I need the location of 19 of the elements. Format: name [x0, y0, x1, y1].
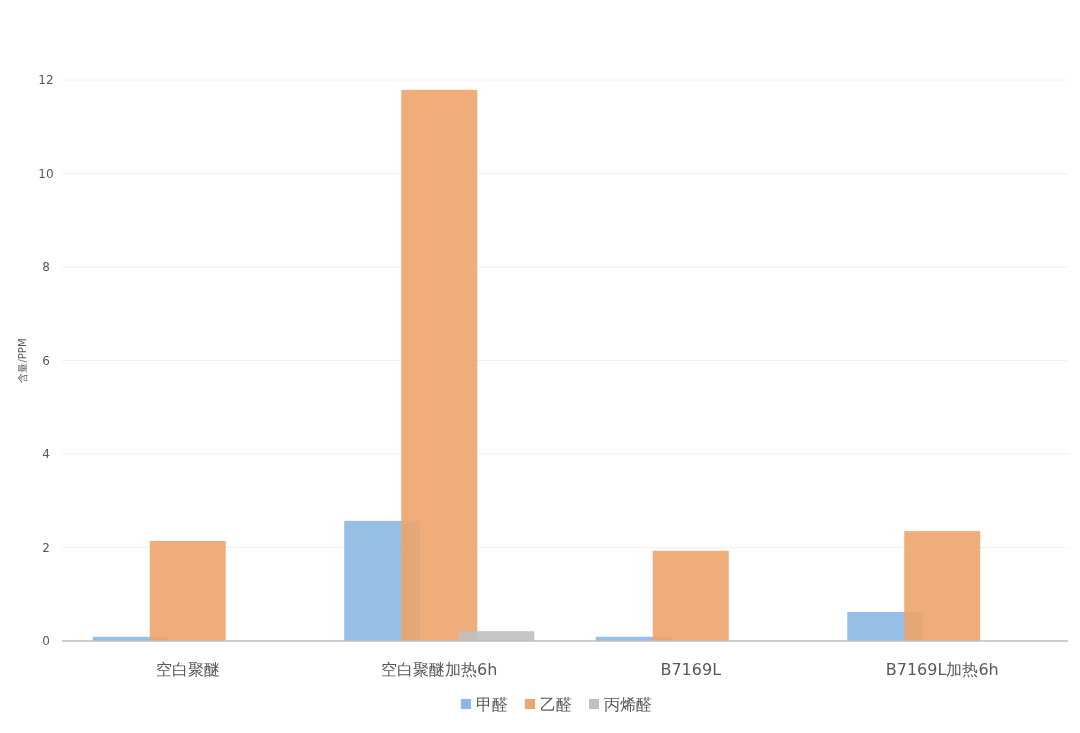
y-tick-label: 8 [42, 260, 50, 274]
x-tick-label: 空白聚醚 [155, 660, 220, 679]
y-tick-label: 10 [38, 166, 54, 181]
y-tick-label: 12 [38, 73, 54, 87]
y-tick-label: 4 [42, 447, 50, 461]
y-axis-title: 含量/PPM [17, 338, 28, 383]
legend-label: 乙醛 [540, 695, 572, 714]
legend-label: 甲醛 [476, 695, 508, 714]
x-tick-label: B7169L [660, 660, 722, 679]
y-tick-label: 2 [42, 540, 50, 555]
bar [904, 531, 981, 641]
x-tick-label: 空白聚醚加热6h [381, 660, 498, 679]
bar [652, 550, 729, 641]
y-tick-label: 0 [42, 634, 50, 648]
y-tick-label: 6 [42, 353, 50, 368]
bar [401, 89, 478, 641]
bar [149, 540, 226, 641]
x-tick-label: B7169L加热6h [885, 660, 999, 679]
legend-label: 丙烯醛 [604, 695, 652, 714]
